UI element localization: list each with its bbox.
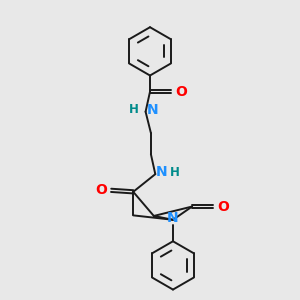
Text: N: N bbox=[147, 103, 158, 117]
Text: N: N bbox=[167, 211, 179, 225]
Text: O: O bbox=[95, 183, 107, 197]
Text: N: N bbox=[156, 165, 167, 179]
Text: H: H bbox=[170, 166, 180, 179]
Text: H: H bbox=[129, 103, 139, 116]
Text: O: O bbox=[175, 85, 187, 99]
Text: O: O bbox=[218, 200, 229, 214]
